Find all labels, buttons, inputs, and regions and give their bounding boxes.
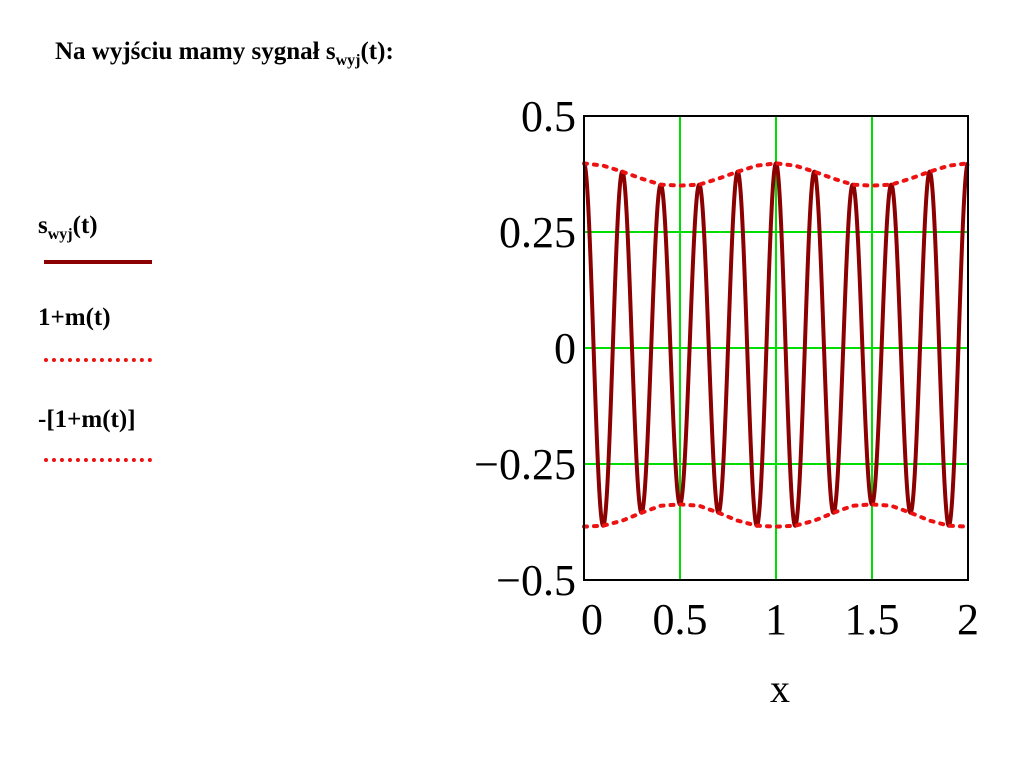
chart-series <box>582 161 970 529</box>
legend-label-signal-tail: (t) <box>72 212 98 239</box>
y-tick-label: −0.25 <box>474 440 576 489</box>
y-tick-labels: 0.5 0.25 0 −0.25 −0.5 <box>474 92 576 605</box>
x-tick-label: 1.5 <box>845 595 900 644</box>
legend-label-signal-main: s <box>38 212 48 239</box>
x-axis-label: x <box>770 666 790 711</box>
series-upper-envelope-line <box>582 161 970 188</box>
y-tick-label: 0 <box>554 324 576 373</box>
title-tail: (t): <box>360 38 394 65</box>
legend-swatch-lower-envelope <box>44 458 152 462</box>
x-tick-label: 2 <box>957 595 979 644</box>
title-main: Na wyjściu mamy sygnał s <box>55 38 336 65</box>
series-lower-envelope-line <box>582 502 970 529</box>
legend-label-lower-main: -[1+m(t)] <box>38 406 136 433</box>
legend-label-signal-sub: wyj <box>47 226 73 243</box>
y-tick-label: −0.5 <box>496 556 576 605</box>
legend-label-lower-envelope: -[1+m(t)] <box>38 406 136 434</box>
y-tick-label: 0.25 <box>499 208 576 257</box>
legend-swatch-signal <box>44 260 152 264</box>
legend-swatch-upper-envelope <box>44 358 152 362</box>
x-tick-label: 0 <box>581 595 603 644</box>
legend-label-upper-main: 1+m(t) <box>38 304 111 331</box>
x-tick-label: 0.5 <box>653 595 708 644</box>
legend-label-upper-envelope: 1+m(t) <box>38 304 111 332</box>
x-tick-labels: 0 0.5 1 1.5 2 <box>581 595 979 644</box>
title-subscript: wyj <box>335 52 361 69</box>
y-tick-label: 0.5 <box>521 92 576 141</box>
page-title: Na wyjściu mamy sygnał swyj(t): <box>55 38 394 70</box>
plot-frame <box>583 115 969 581</box>
x-tick-label: 1 <box>765 595 787 644</box>
legend-label-signal: swyj(t) <box>38 212 98 244</box>
